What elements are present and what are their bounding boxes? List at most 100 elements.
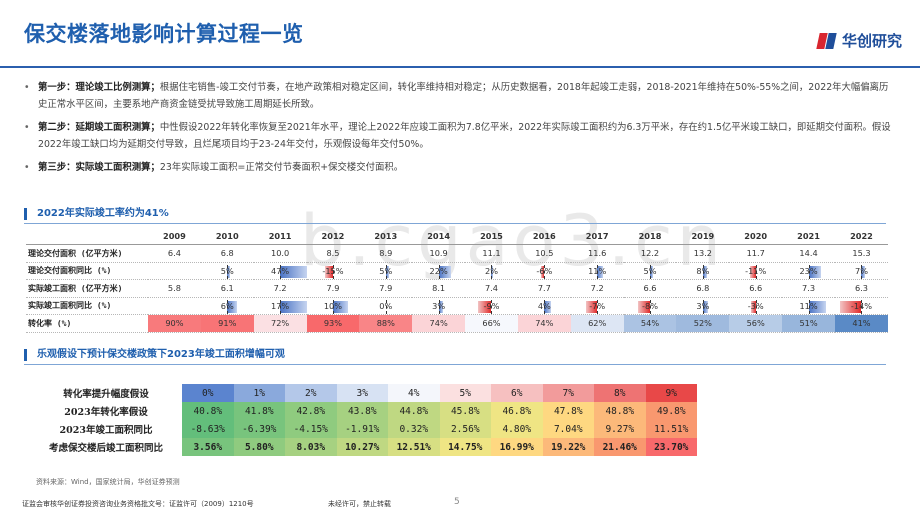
databar-axis — [702, 264, 704, 279]
databar-axis — [861, 299, 863, 314]
year-header: 2017 — [570, 227, 624, 245]
value-cell: 7.3 — [782, 279, 835, 298]
scenario-cell: 6% — [491, 384, 543, 402]
databar-axis — [650, 299, 652, 314]
databar — [808, 265, 822, 278]
value-cell: 15.3 — [834, 244, 888, 263]
section2-heading: 乐观假设下预计保交楼政策下2023年竣工面积增幅可观 — [24, 349, 285, 361]
scenario-cell: -6.39% — [233, 420, 285, 438]
scenario-cell: 11.51% — [645, 420, 697, 438]
heat-cell: 41% — [834, 314, 888, 333]
value-cell: 13.2 — [676, 244, 730, 263]
value-cell: 10.5 — [517, 244, 571, 263]
databar-cell: 8% — [676, 262, 730, 280]
logo-text: 华创研究 — [841, 32, 902, 50]
value-cell: 8.1 — [412, 279, 466, 298]
value-cell: 10.9 — [412, 244, 466, 263]
databar-axis — [755, 299, 757, 314]
heat-cell: 51% — [782, 314, 835, 333]
actual-yoy-row: 实际竣工面积同比 (%) 6% 17% 10% 0% 3% -9% 4% -7% -8% 3% -3%… — [26, 297, 888, 315]
databar-cell: 6% — [200, 297, 254, 315]
brand-logo: 华创研究 — [816, 30, 902, 51]
bullet-step-3: 第三步：实际竣工面积测算；23年实际竣工面积=正常交付节奏面积+保交楼交付面积。 — [24, 160, 894, 177]
databar — [438, 300, 444, 313]
databar-axis — [808, 264, 810, 279]
databar — [385, 265, 389, 278]
databar-label: 11% — [799, 300, 818, 311]
scenario-cell: -4.15% — [285, 420, 337, 438]
section1-heading: 2022年实际竣工率约为41% — [24, 208, 169, 220]
databar-label: 47% — [271, 265, 290, 276]
databar-axis — [808, 299, 810, 314]
databar-cell: 2% — [465, 262, 518, 280]
year-header: 2009 — [148, 227, 201, 245]
scenario-row-label: 2023年转化率假设 — [64, 407, 148, 418]
page-number: 5 — [454, 497, 460, 507]
databar-cell: -8% — [623, 297, 677, 315]
value-cell: 6.1 — [200, 279, 254, 298]
value-cell: 11.1 — [465, 244, 518, 263]
databar-axis — [227, 264, 229, 279]
scenario-cell: 12.51% — [388, 438, 440, 456]
year-header: 2011 — [253, 227, 307, 245]
page-title: 保交楼落地影响计算过程一览 — [24, 22, 304, 46]
value-cell: 11.7 — [729, 244, 783, 263]
databar — [637, 300, 651, 313]
databar — [280, 300, 307, 313]
databar-cell: -9% — [465, 297, 518, 315]
logo-icon — [816, 31, 838, 51]
value-cell: 6.8 — [676, 279, 730, 298]
databar-label: 22% — [429, 265, 448, 276]
value-cell: 12.2 — [623, 244, 677, 263]
row-label: 理论交付面积同比 (%) — [26, 262, 148, 280]
scenario-cell: 16.99% — [491, 438, 543, 456]
row-label: 理论交付面积 (亿平方米) — [26, 244, 148, 263]
databar-axis — [385, 299, 387, 314]
conversion-rate-row: 转化率 (%) 90% 91% 72% 93% 88% 74% 66% 74% 62% 54% 52%… — [26, 314, 888, 333]
databar-cell: 3% — [412, 297, 466, 315]
heat-cell: 62% — [570, 314, 624, 333]
databar-label: 6% — [220, 300, 234, 311]
databar-axis — [280, 264, 282, 279]
databar-axis — [438, 299, 440, 314]
year-header: 2016 — [517, 227, 571, 245]
row-label: 转化率 (%) — [26, 314, 148, 333]
databar-label: -7% — [589, 300, 606, 311]
databar-label: 8% — [696, 265, 710, 276]
scenario-cell: 1% — [233, 384, 285, 402]
year-header: 2012 — [306, 227, 360, 245]
databar-label: 0% — [379, 300, 393, 311]
databar-cell — [148, 262, 201, 280]
databar-label: 7% — [854, 265, 868, 276]
databar-cell: 11% — [570, 262, 624, 280]
footer-notice: 未经许可，禁止转载 — [328, 500, 391, 508]
databar-axis — [650, 264, 652, 279]
year-header: 2022 — [834, 227, 888, 245]
value-cell: 7.7 — [517, 279, 571, 298]
databar-label: 4% — [537, 300, 551, 311]
scenario-cell: 49.8% — [645, 402, 697, 420]
row-label: 实际竣工面积同比 (%) — [26, 297, 148, 315]
theory-area-row: 理论交付面积 (亿平方米) 6.4 6.8 10.0 8.5 8.9 10.9 11.1 10.… — [26, 244, 888, 263]
databar-label: 5% — [220, 265, 234, 276]
databar-label: -15% — [322, 265, 344, 276]
databar-label: -6% — [536, 265, 553, 276]
heat-cell: 54% — [623, 314, 677, 333]
scenario-cell: 2% — [285, 384, 337, 402]
scenario-cell: 2.56% — [439, 420, 491, 438]
value-cell: 7.4 — [465, 279, 518, 298]
year-header: 2014 — [412, 227, 466, 245]
scenario-cell: 44.8% — [388, 402, 440, 420]
scenario-row: 2023年转化率假设 40.8% 41.8% 42.8% 43.8% 44.8% 45.8%… — [30, 402, 697, 420]
scenario-cell: 42.8% — [285, 402, 337, 420]
value-cell: 6.6 — [729, 279, 783, 298]
scenario-cell: 40.8% — [182, 402, 234, 420]
heat-cell: 91% — [200, 314, 254, 333]
scenario-row: 2023年竣工面积同比 -8.63% -6.39% -4.15% -1.91% 0.32%… — [30, 420, 697, 438]
databar-label: 5% — [379, 265, 393, 276]
section2-divider — [24, 364, 886, 365]
databar-label: -9% — [483, 300, 500, 311]
databar-cell: 11% — [782, 297, 835, 315]
databar-label: 2% — [484, 265, 498, 276]
databar-label: 3% — [696, 300, 710, 311]
